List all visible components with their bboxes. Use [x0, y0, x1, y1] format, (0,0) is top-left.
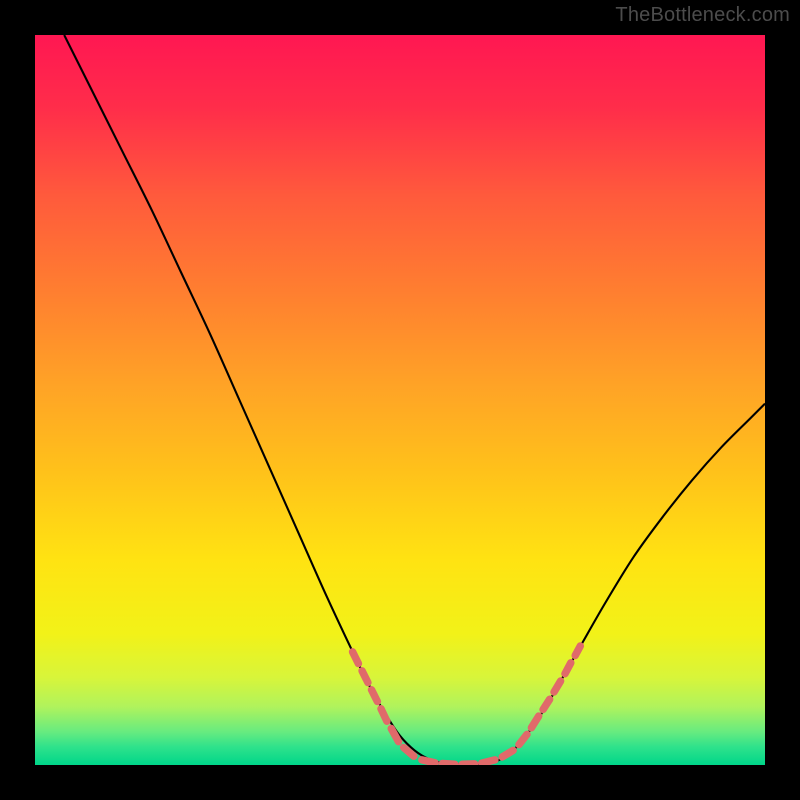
highlight-dash: [482, 760, 495, 763]
plot-background: [35, 35, 765, 765]
highlight-dash: [442, 764, 454, 765]
highlight-dash: [353, 652, 359, 664]
highlight-dash: [381, 709, 387, 721]
chart-frame: TheBottleneck.com: [0, 0, 800, 800]
highlight-dash: [575, 646, 580, 655]
highlight-dash: [565, 663, 571, 674]
highlight-dash: [422, 760, 435, 763]
highlight-dash: [362, 671, 368, 683]
bottleneck-chart-svg: [0, 0, 800, 800]
watermark-text: TheBottleneck.com: [615, 4, 790, 27]
highlight-dash: [372, 690, 378, 702]
